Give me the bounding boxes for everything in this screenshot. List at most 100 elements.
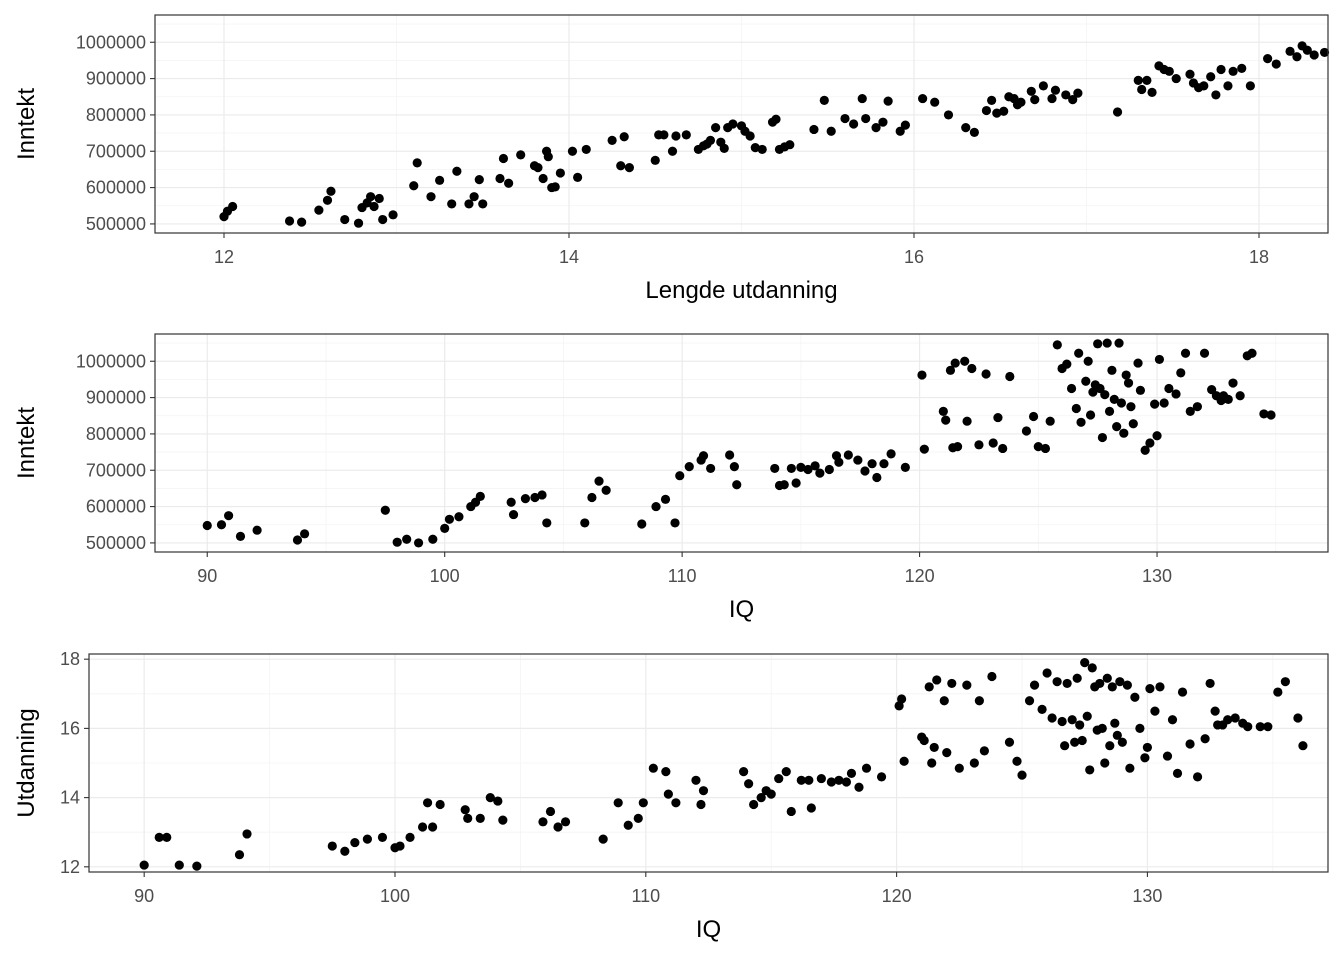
data-point: [987, 671, 997, 682]
data-point: [698, 786, 709, 796]
x-tick-label: 120: [882, 886, 912, 906]
data-point: [613, 798, 623, 808]
data-point: [616, 161, 626, 171]
panel-education-vs-iq: 90 100 110 120 130 12 14 16 18 IQ Utdanning: [13, 649, 1329, 943]
data-point: [1029, 680, 1040, 690]
data-point: [1112, 730, 1122, 740]
data-point: [1273, 687, 1283, 697]
data-point: [322, 195, 333, 205]
data-point: [550, 182, 560, 192]
data-point: [917, 370, 927, 380]
data-point: [806, 803, 816, 813]
data-point: [819, 95, 829, 105]
data-point: [1026, 86, 1036, 96]
y-tick-label: 16: [60, 718, 80, 738]
data-point: [943, 110, 954, 120]
data-point: [1115, 677, 1125, 687]
data-point: [242, 829, 252, 839]
data-point: [413, 538, 424, 548]
y-axis-title: Inntekt: [13, 88, 40, 160]
y-tick-label: 18: [60, 649, 80, 669]
data-point: [543, 152, 553, 162]
data-point: [284, 216, 295, 226]
data-point: [174, 860, 184, 870]
data-point: [1077, 735, 1087, 746]
data-point: [670, 518, 680, 528]
data-point: [1192, 402, 1203, 412]
data-point: [1076, 417, 1086, 427]
data-point: [774, 773, 784, 784]
data-point: [993, 412, 1003, 423]
data-point: [1223, 81, 1233, 91]
y-tick-label: 1000000: [76, 351, 146, 371]
data-point: [516, 150, 526, 160]
data-point: [840, 113, 850, 124]
data-point: [979, 746, 989, 756]
data-point: [1117, 737, 1127, 747]
data-point: [573, 172, 583, 183]
data-point: [587, 492, 597, 503]
x-tick-label: 120: [905, 566, 935, 586]
data-point: [353, 218, 364, 228]
data-point: [1185, 69, 1195, 79]
y-tick-label: 12: [60, 857, 80, 877]
x-axis-title: IQ: [729, 596, 754, 623]
data-point: [846, 768, 857, 778]
data-point: [969, 127, 979, 137]
data-point: [1075, 720, 1085, 730]
panel-income-vs-education: 12 14 16 18 500000 600000 700000 800000 900000 10…: [13, 14, 1330, 304]
data-point: [1062, 359, 1072, 369]
data-point: [1104, 406, 1115, 416]
data-point: [861, 763, 872, 773]
data-point: [435, 799, 445, 810]
data-point: [930, 97, 940, 107]
data-point: [988, 438, 998, 448]
data-point: [378, 214, 388, 225]
x-tick-label: 12: [214, 247, 234, 267]
data-point: [849, 119, 859, 129]
x-tick-label: 18: [1249, 247, 1269, 267]
x-tick-label: 14: [559, 247, 579, 267]
data-point: [1171, 73, 1181, 84]
data-point: [560, 817, 571, 827]
data-point: [1223, 394, 1233, 404]
y-axis-title: Inntekt: [13, 407, 40, 479]
data-point: [900, 462, 910, 472]
data-point: [1060, 741, 1070, 751]
data-point: [1030, 95, 1040, 105]
y-tick-label: 1000000: [76, 32, 146, 52]
data-point: [1155, 682, 1165, 692]
data-point: [1093, 339, 1103, 349]
data-point: [374, 193, 384, 204]
data-point: [659, 130, 669, 140]
data-point: [452, 166, 462, 176]
data-point: [460, 805, 470, 815]
data-point: [1052, 340, 1062, 350]
data-point: [861, 113, 871, 124]
data-point: [745, 131, 755, 141]
data-point: [1271, 59, 1281, 69]
data-point: [947, 678, 957, 689]
data-point: [962, 680, 972, 690]
data-point: [1045, 416, 1055, 426]
data-point: [1100, 390, 1110, 400]
data-point: [1162, 751, 1173, 761]
data-point: [1263, 722, 1273, 732]
data-point: [1176, 368, 1186, 378]
data-point: [1230, 713, 1240, 723]
data-point: [1110, 718, 1120, 728]
data-point: [567, 146, 578, 156]
data-point: [1266, 410, 1276, 420]
data-point: [1152, 431, 1162, 441]
data-point: [779, 480, 789, 490]
data-point: [1130, 692, 1140, 702]
data-point: [696, 799, 706, 810]
data-point: [1074, 348, 1084, 358]
data-point: [757, 144, 767, 155]
data-point: [924, 682, 934, 692]
data-point: [857, 93, 867, 104]
x-axis-title: IQ: [696, 916, 721, 943]
data-point: [444, 514, 455, 524]
data-point: [938, 406, 948, 416]
data-point: [1164, 66, 1174, 76]
